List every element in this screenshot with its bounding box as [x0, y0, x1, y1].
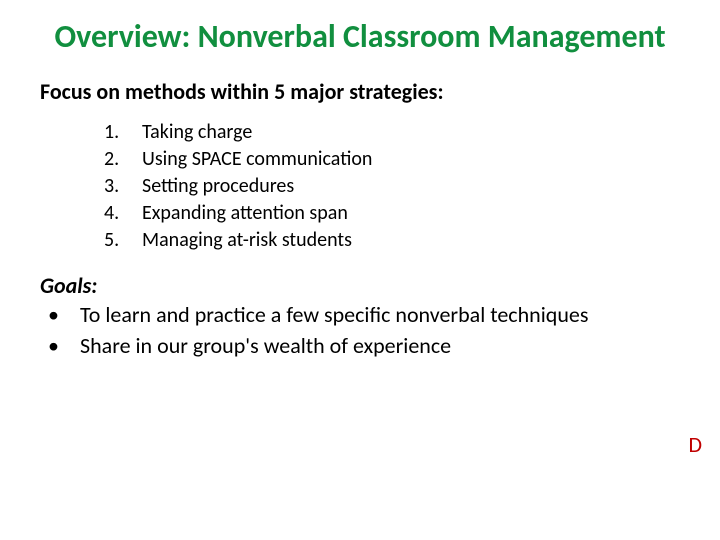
- list-number: 4.: [104, 200, 142, 227]
- list-number: 3.: [104, 173, 142, 200]
- list-text: Expanding attention span: [142, 200, 348, 227]
- goals-heading: Goals:: [40, 272, 680, 299]
- bullet-icon: •: [40, 332, 80, 361]
- goals-list: • To learn and practice a few specific n…: [40, 301, 680, 360]
- list-text: Using SPACE communication: [142, 146, 372, 173]
- list-item: 3. Setting procedures: [104, 173, 680, 200]
- list-item: 4. Expanding attention span: [104, 200, 680, 227]
- list-number: 2.: [104, 146, 142, 173]
- list-item: • To learn and practice a few specific n…: [40, 301, 680, 330]
- strategies-list: 1. Taking charge 2. Using SPACE communic…: [104, 119, 680, 254]
- list-text: Taking charge: [142, 119, 252, 146]
- focus-subheading: Focus on methods within 5 major strategi…: [40, 78, 680, 105]
- annotation-letter: D: [688, 431, 702, 458]
- list-item: 1. Taking charge: [104, 119, 680, 146]
- list-text: Setting procedures: [142, 173, 294, 200]
- bullet-icon: •: [40, 301, 80, 330]
- list-text: Share in our group's wealth of experienc…: [80, 332, 680, 361]
- list-text: To learn and practice a few specific non…: [80, 301, 680, 330]
- list-item: • Share in our group's wealth of experie…: [40, 332, 680, 361]
- list-text: Managing at-risk students: [142, 227, 352, 254]
- list-number: 5.: [104, 227, 142, 254]
- list-item: 2. Using SPACE communication: [104, 146, 680, 173]
- list-item: 5. Managing at-risk students: [104, 227, 680, 254]
- slide-title: Overview: Nonverbal Classroom Management: [40, 18, 680, 56]
- list-number: 1.: [104, 119, 142, 146]
